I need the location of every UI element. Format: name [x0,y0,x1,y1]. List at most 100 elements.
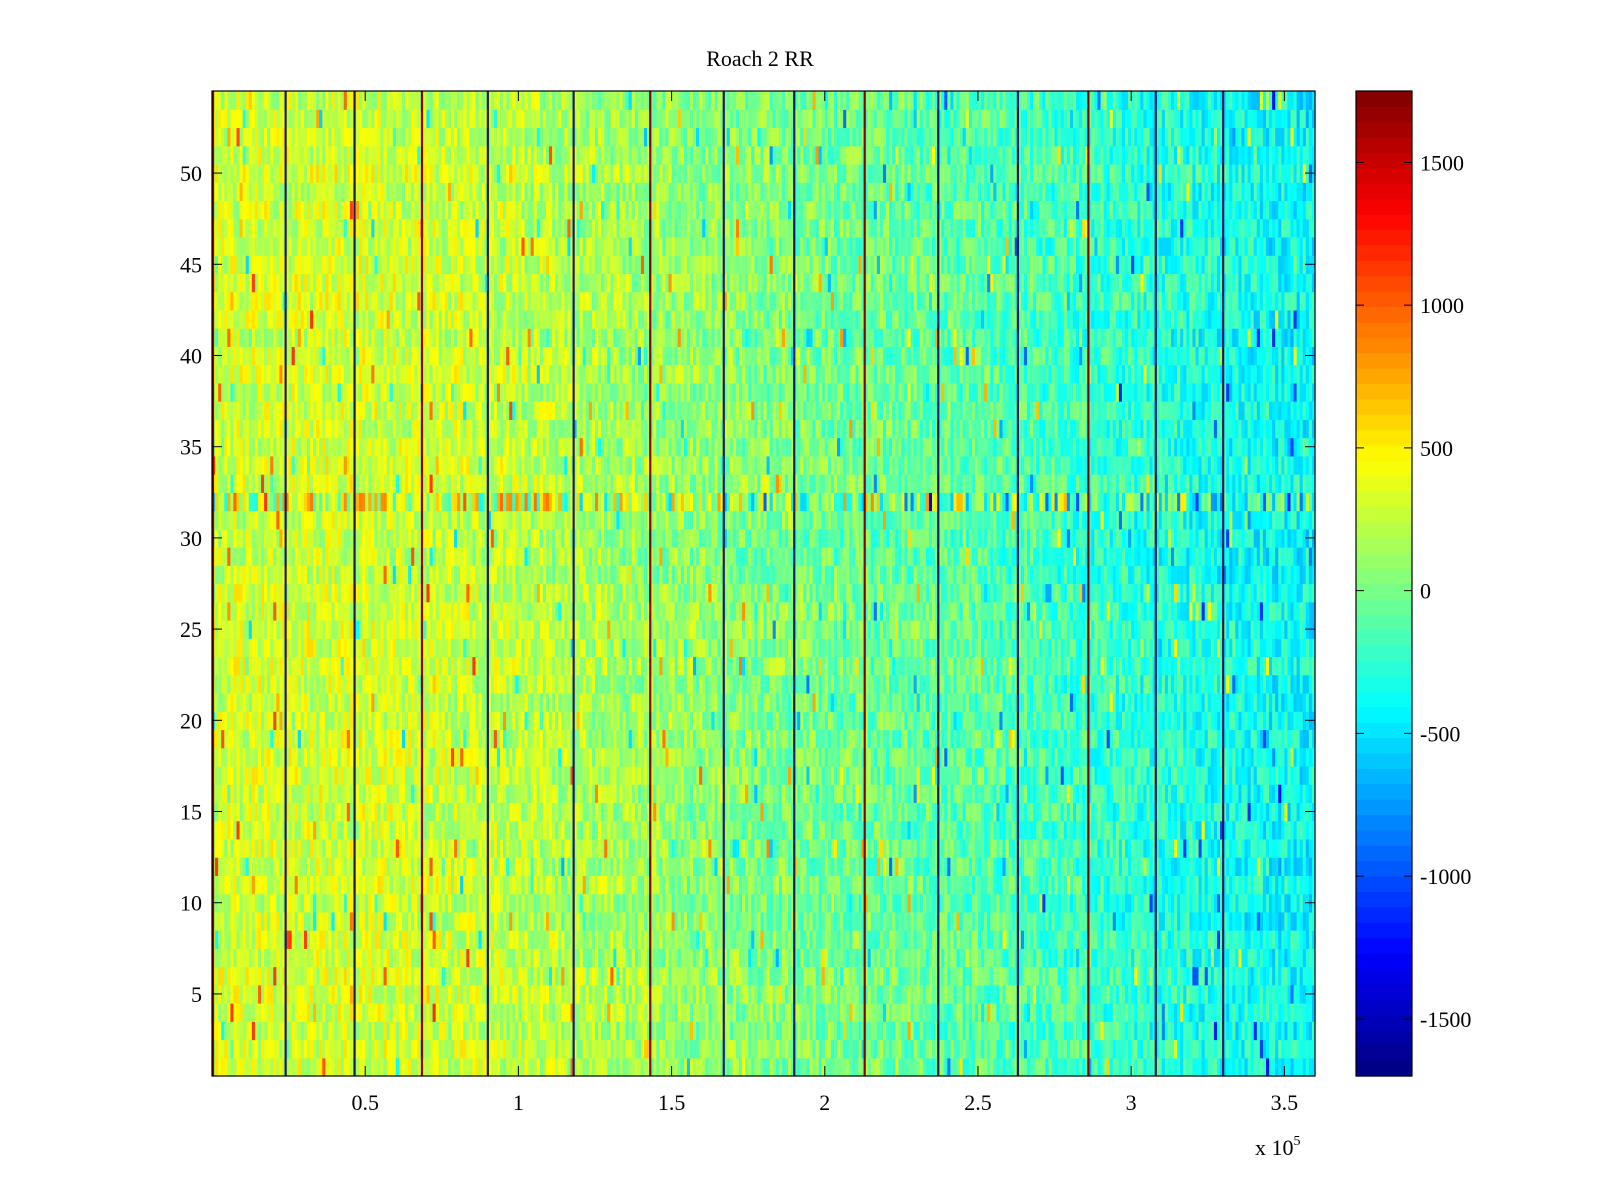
heatmap-cell [1023,1057,1028,1077]
heatmap-cell [775,1003,780,1022]
heatmap-cell [227,1039,231,1059]
heatmap-cell [1020,1039,1025,1059]
heatmap-cell [754,1003,758,1022]
heatmap-cell [306,1057,311,1077]
heatmap-cell [362,1021,366,1041]
heatmap-cell [1201,1039,1206,1059]
heatmap-cell [503,1057,507,1077]
heatmap-cell [625,1021,630,1041]
heatmap-cell [484,1057,489,1077]
heatmap-cell [683,1021,688,1041]
heatmap-cell [365,1057,369,1077]
heatmap-cell [791,1021,795,1041]
heatmap-cell [1069,1039,1074,1059]
heatmap-cell [601,1039,605,1059]
heatmap-cell [1060,1021,1065,1041]
heatmap-cell [276,1057,280,1077]
heatmap-cell [303,1003,308,1022]
heatmap-cell [570,1003,575,1022]
heatmap-cell [224,1021,228,1041]
heatmap-cell [230,1003,235,1022]
heatmap-cell [631,1057,636,1077]
heatmap-cell [239,1057,244,1077]
heatmap-cell [411,1021,415,1041]
heatmap-cell [257,1021,262,1041]
heatmap-cell [742,1057,746,1077]
heatmap-cell [1030,1057,1034,1077]
heatmap-cell [659,1057,663,1077]
heatmap-cell [349,1003,354,1022]
heatmap-cell [984,1057,988,1077]
heatmap-cell [561,1039,565,1059]
heatmap-cell [668,1039,673,1059]
heatmap-cell [598,1021,602,1041]
heatmap-cell [708,1003,713,1022]
heatmap-cell [1238,1021,1243,1041]
heatmap-cell [962,1039,967,1059]
heatmap-cell [794,1039,798,1059]
heatmap-cell [1121,1057,1126,1077]
heatmap-cell [797,1057,801,1077]
heatmap-cell [245,1021,250,1041]
heatmap-cell [438,1003,443,1022]
heatmap-cell [1204,1021,1209,1041]
heatmap-cell [567,1039,572,1059]
heatmap-cell [285,1039,290,1059]
heatmap-cell [935,1021,939,1041]
heatmap-cell [702,1003,706,1022]
heatmap-cell [1278,1057,1282,1077]
heatmap-cell [496,1021,501,1041]
heatmap-cell [1198,1021,1203,1041]
heatmap-cell [303,1021,308,1041]
heatmap-cell [328,1039,333,1059]
heatmap-cell [662,1039,667,1059]
heatmap-cell [570,1057,575,1077]
heatmap-cell [343,1003,348,1022]
heatmap-cell [285,1021,290,1041]
heatmap-cell [840,1021,844,1041]
heatmap-cell [469,1039,474,1059]
heatmap-cell [647,1021,651,1041]
heatmap-cell [717,1039,722,1059]
heatmap-cell [607,1039,611,1059]
heatmap-cell [306,1039,311,1059]
heatmap-cell [735,1021,740,1041]
heatmap-cell [837,1003,841,1022]
heatmap-cell [1235,1021,1239,1041]
heatmap-cell [377,1021,382,1041]
heatmap-cell [215,1057,219,1077]
heatmap-cell [1290,1057,1295,1077]
heatmap-cell [726,1021,731,1041]
heatmap-cell [432,1039,437,1059]
heatmap-cell [1167,1039,1172,1059]
heatmap-cell [1216,1039,1221,1059]
heatmap-cell [389,1021,394,1041]
heatmap-cell [1186,1039,1190,1059]
heatmap-cell [987,1021,991,1041]
heatmap-cell [475,1057,480,1077]
heatmap-cell [552,1039,556,1059]
heatmap-cell [447,1003,452,1022]
heatmap-cell [251,1039,256,1059]
heatmap-cell [1066,1057,1071,1077]
heatmap-cell [693,1021,697,1041]
heatmap-cell [634,1003,639,1022]
heatmap-cell [294,1021,299,1041]
heatmap-cell [466,1039,470,1059]
heatmap-cell [567,1003,572,1022]
heatmap-cell [904,1057,909,1077]
heatmap-cell [389,1003,394,1022]
heatmap-cell [261,1003,265,1022]
heatmap-cell [460,1057,464,1077]
heatmap-cell [233,1021,238,1041]
heatmap-cell [444,1039,449,1059]
heatmap-cell [647,1039,651,1059]
heatmap-cell [769,1021,774,1041]
heatmap-cell [242,1003,247,1022]
heatmap-cell [947,1039,951,1059]
heatmap-cell [411,1039,415,1059]
heatmap-cell [463,1039,467,1059]
heatmap-cell [714,1021,719,1041]
heatmap-cell [530,1039,535,1059]
heatmap-cell [527,1057,532,1077]
